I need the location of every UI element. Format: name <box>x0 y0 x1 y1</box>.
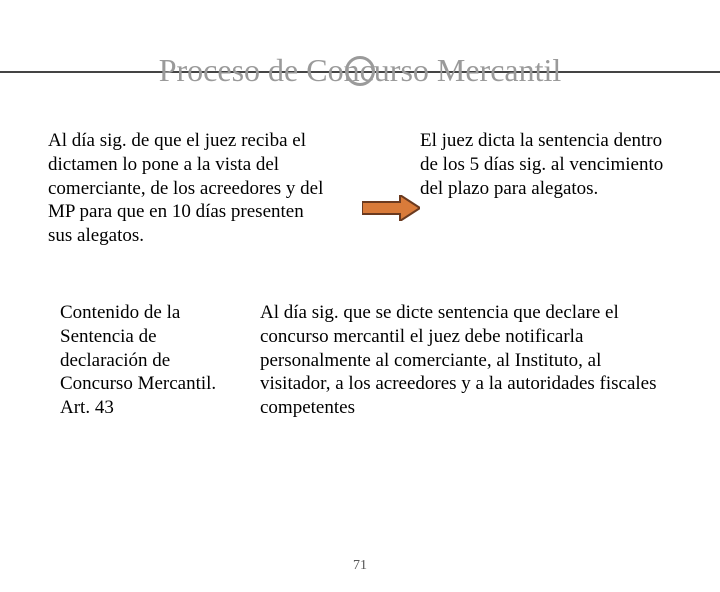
title-section: Proceso de Concurso Mercantil <box>0 52 720 89</box>
slide-container: Proceso de Concurso Mercantil Al día sig… <box>0 52 720 592</box>
left-text-block: Al día sig. de que el juez reciba el dic… <box>48 129 328 248</box>
title-circle-decoration <box>345 56 375 86</box>
page-number: 71 <box>353 558 367 574</box>
sub-text-block: Contenido de la Sentencia de declaración… <box>60 301 240 420</box>
arrow-icon <box>362 195 420 226</box>
bottom-text-block: Al día sig. que se dicte sentencia que d… <box>260 301 660 420</box>
right-text-block: El juez dicta la sentencia dentro de los… <box>420 129 680 200</box>
